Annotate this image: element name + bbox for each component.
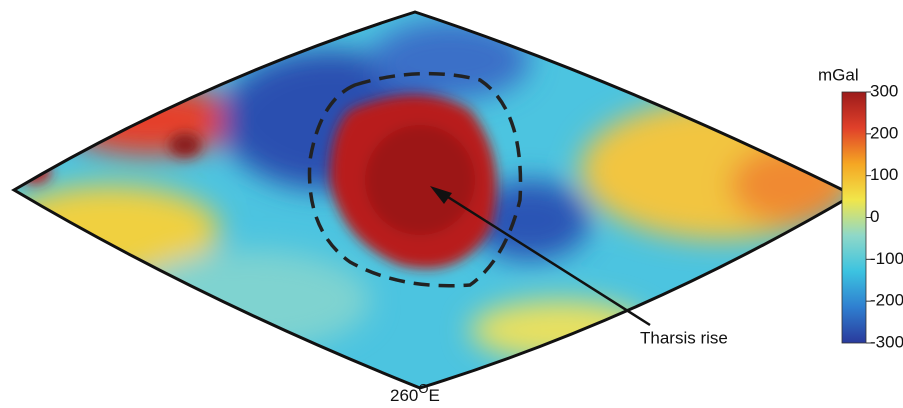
gravity-map bbox=[0, 0, 903, 408]
annotation: Tharsis rise bbox=[640, 328, 728, 347]
colorbar-tick-label: 0 bbox=[870, 207, 879, 226]
colorbar-tick-label: -300 bbox=[870, 332, 903, 351]
longitude-suffix: E bbox=[429, 386, 440, 405]
colorbar-tick-label: 200 bbox=[870, 123, 898, 142]
figure: Tharsis rise 260OE mGal 300 200 100 0 -100 -2… bbox=[0, 0, 903, 408]
longitude-sup: O bbox=[418, 381, 428, 396]
colorbar-tick-label: -200 bbox=[870, 291, 903, 310]
colorbar bbox=[842, 92, 866, 343]
colorbar-title: mGal bbox=[818, 65, 859, 84]
colorbar-tick-label: 100 bbox=[870, 165, 898, 184]
colorbar-tick-label: 300 bbox=[870, 81, 898, 100]
colorbar-tick-label: -100 bbox=[870, 249, 903, 268]
longitude-number: 260 bbox=[390, 386, 418, 405]
